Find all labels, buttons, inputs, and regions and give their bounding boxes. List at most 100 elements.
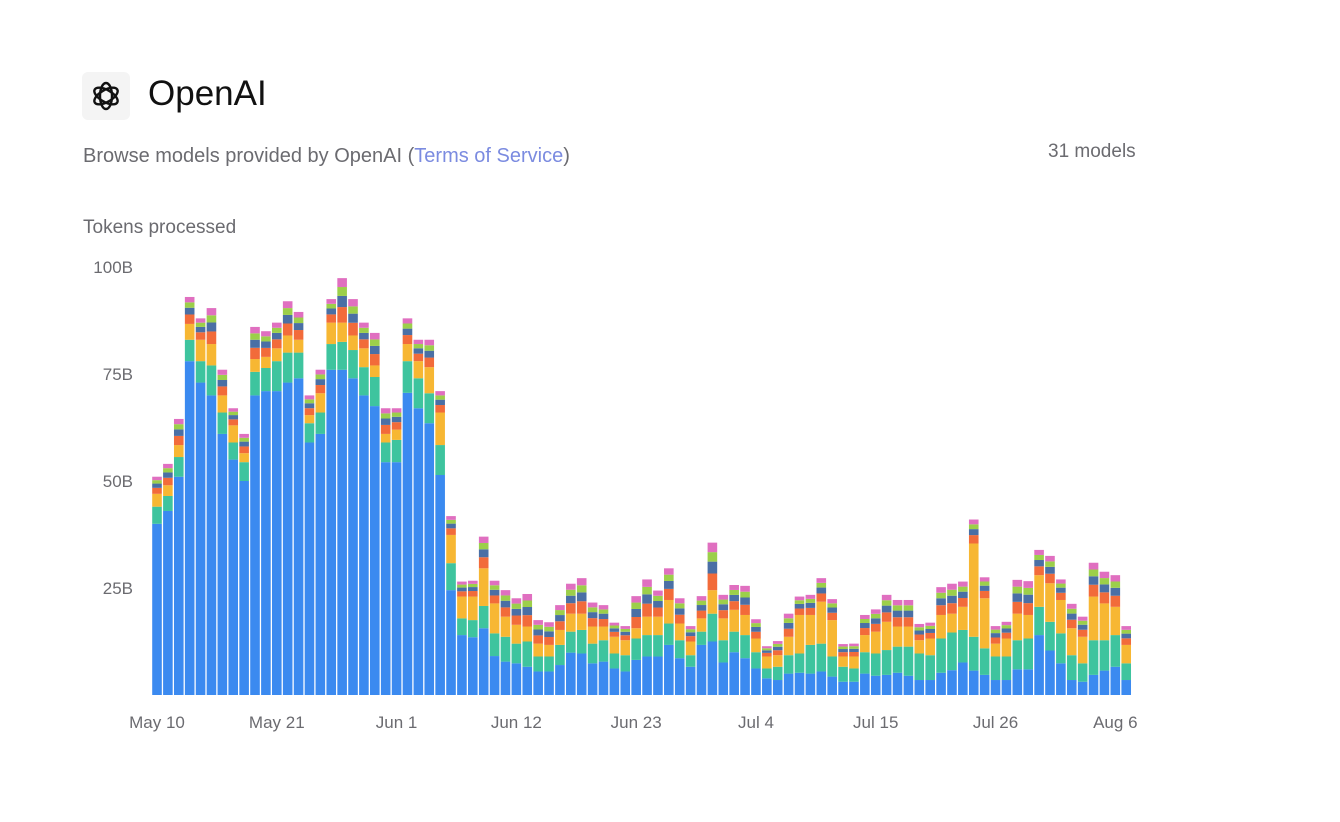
bar-segment-other[interactable] <box>609 631 620 637</box>
bar-segment-model-2[interactable] <box>424 393 435 424</box>
bar-segment-model-1[interactable] <box>271 391 282 695</box>
bar-segment-model-3[interactable] <box>424 367 435 394</box>
bar-segment-other[interactable] <box>1121 633 1132 639</box>
bar-segment-other[interactable] <box>849 643 859 647</box>
bar-segment-other[interactable] <box>968 519 979 525</box>
bar-segment-model-1[interactable] <box>838 681 848 695</box>
bar-segment-other[interactable] <box>881 605 892 613</box>
bar-segment-other[interactable] <box>1110 587 1121 596</box>
bar-segment-other[interactable] <box>1001 632 1012 639</box>
bar-segment-model-1[interactable] <box>1099 670 1110 695</box>
bar-segment-model-3[interactable] <box>184 323 195 340</box>
bar-segment-other[interactable] <box>740 604 750 615</box>
bar-segment-other[interactable] <box>326 308 337 315</box>
bar-segment-model-1[interactable] <box>500 661 511 695</box>
bar-segment-other[interactable] <box>370 332 380 340</box>
bar-segment-model-3[interactable] <box>511 624 522 644</box>
bar-segment-other[interactable] <box>1012 593 1023 602</box>
bar-segment-model-3[interactable] <box>555 629 565 645</box>
bar-segment-other[interactable] <box>250 326 260 334</box>
bar-segment-other[interactable] <box>707 561 718 574</box>
bar-segment-model-2[interactable] <box>1077 663 1088 682</box>
bar-segment-other[interactable] <box>947 589 957 596</box>
bar-segment-other[interactable] <box>772 641 783 644</box>
bar-segment-model-1[interactable] <box>446 590 456 695</box>
bar-segment-other[interactable] <box>674 603 685 609</box>
bar-segment-model-2[interactable] <box>533 656 543 672</box>
bar-segment-model-2[interactable] <box>729 631 739 653</box>
bar-segment-other[interactable] <box>337 295 347 308</box>
bar-segment-model-1[interactable] <box>184 361 195 695</box>
bar-segment-model-2[interactable] <box>402 361 413 393</box>
bar-segment-other[interactable] <box>435 399 445 406</box>
bar-segment-other[interactable] <box>892 605 903 611</box>
bar-segment-model-3[interactable] <box>1012 613 1023 641</box>
bar-segment-other[interactable] <box>653 590 663 596</box>
bar-segment-other[interactable] <box>958 597 968 607</box>
bar-segment-other[interactable] <box>457 591 467 597</box>
bar-segment-model-1[interactable] <box>751 668 761 695</box>
bar-segment-other[interactable] <box>359 332 369 340</box>
bar-segment-model-1[interactable] <box>1023 669 1033 695</box>
bar-segment-model-1[interactable] <box>805 673 816 695</box>
bar-segment-other[interactable] <box>424 357 435 368</box>
bar-segment-model-3[interactable] <box>1001 638 1012 657</box>
bar-segment-other[interactable] <box>152 487 162 494</box>
bar-segment-model-1[interactable] <box>282 382 293 695</box>
bar-segment-model-1[interactable] <box>772 680 783 695</box>
bar-segment-model-1[interactable] <box>413 408 424 695</box>
bar-segment-other[interactable] <box>1066 613 1077 620</box>
bar-segment-model-3[interactable] <box>489 603 500 634</box>
bar-segment-other[interactable] <box>674 598 685 604</box>
bar-segment-model-2[interactable] <box>271 361 282 392</box>
bar-segment-other[interactable] <box>380 408 391 414</box>
bar-segment-model-2[interactable] <box>838 666 848 682</box>
bar-segment-other[interactable] <box>184 314 195 324</box>
bar-segment-model-1[interactable] <box>740 658 750 695</box>
bar-segment-model-2[interactable] <box>740 635 750 659</box>
bar-segment-model-3[interactable] <box>1066 628 1077 656</box>
bar-segment-other[interactable] <box>217 374 228 380</box>
bar-segment-model-3[interactable] <box>370 365 380 377</box>
bar-segment-model-3[interactable] <box>337 322 347 342</box>
bar-segment-model-3[interactable] <box>1045 583 1055 622</box>
bar-segment-model-1[interactable] <box>653 656 663 695</box>
bar-segment-other[interactable] <box>631 596 641 603</box>
bar-segment-model-1[interactable] <box>881 674 892 695</box>
bar-segment-model-1[interactable] <box>478 628 489 695</box>
bar-segment-other[interactable] <box>838 649 848 653</box>
bar-segment-other[interactable] <box>631 608 641 617</box>
bar-segment-model-3[interactable] <box>380 433 391 443</box>
bar-segment-other[interactable] <box>1001 625 1012 629</box>
bar-segment-other[interactable] <box>838 644 848 647</box>
bar-segment-other[interactable] <box>631 602 641 609</box>
bar-segment-other[interactable] <box>195 318 206 323</box>
bar-segment-other[interactable] <box>163 472 173 478</box>
bar-segment-other[interactable] <box>685 629 696 633</box>
bar-segment-model-2[interactable] <box>348 350 358 379</box>
bar-segment-model-1[interactable] <box>1077 681 1088 695</box>
bar-segment-model-3[interactable] <box>359 348 369 368</box>
bar-segment-model-3[interactable] <box>152 493 162 507</box>
bar-segment-model-1[interactable] <box>707 641 718 696</box>
bar-segment-model-1[interactable] <box>489 656 500 695</box>
bar-segment-other[interactable] <box>511 598 522 604</box>
bar-segment-model-2[interactable] <box>1034 606 1044 636</box>
bar-segment-model-3[interactable] <box>1110 606 1121 636</box>
bar-segment-model-3[interactable] <box>468 596 478 621</box>
bar-segment-other[interactable] <box>435 405 445 413</box>
bar-segment-model-3[interactable] <box>794 614 805 654</box>
bar-segment-other[interactable] <box>620 628 631 632</box>
bar-segment-other[interactable] <box>271 339 282 349</box>
bar-segment-other[interactable] <box>696 605 707 611</box>
bar-segment-model-2[interactable] <box>707 613 718 642</box>
bar-segment-other[interactable] <box>587 618 598 627</box>
bar-segment-model-3[interactable] <box>435 412 445 446</box>
bar-segment-model-3[interactable] <box>925 638 935 656</box>
bar-segment-model-2[interactable] <box>293 352 304 379</box>
bar-segment-model-3[interactable] <box>881 621 892 651</box>
bar-segment-other[interactable] <box>500 607 511 617</box>
bar-segment-other[interactable] <box>217 379 228 387</box>
bar-segment-other[interactable] <box>729 589 739 595</box>
bar-segment-model-3[interactable] <box>293 339 304 353</box>
